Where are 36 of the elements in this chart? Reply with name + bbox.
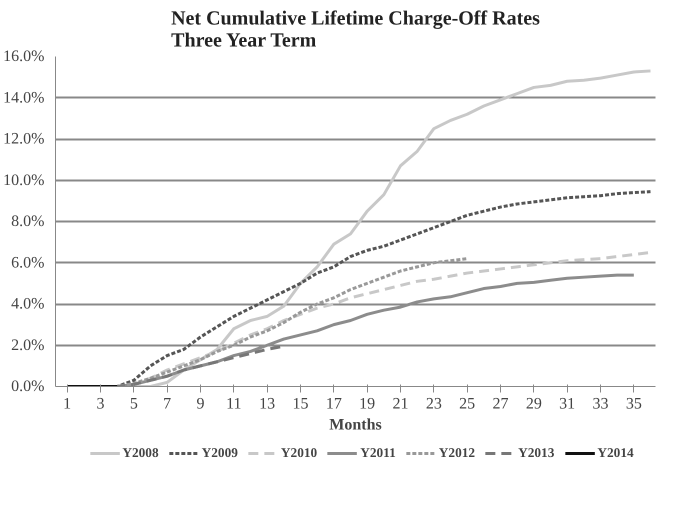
x-tick-label: 33 — [592, 396, 608, 412]
legend-label: Y2013 — [518, 445, 554, 461]
x-tick-label: 15 — [292, 396, 308, 412]
legend-label: Y2014 — [597, 445, 634, 461]
x-tick-label: 23 — [426, 396, 442, 412]
x-tick-label: 7 — [163, 396, 172, 412]
legend-label: Y2009 — [202, 445, 238, 461]
legend-label: Y2008 — [122, 445, 159, 461]
x-tick-label: 9 — [196, 396, 204, 412]
y-tick-label: 6.0% — [11, 254, 44, 272]
x-tick-label: 31 — [559, 396, 576, 412]
y-tick-label: 10.0% — [3, 172, 44, 189]
x-tick-label: 11 — [226, 396, 242, 412]
x-tick-label: 17 — [326, 396, 342, 412]
y-tick-label: 4.0% — [11, 296, 44, 312]
y-tick-label: 0.0% — [11, 378, 44, 395]
x-tick-label: 3 — [96, 396, 104, 412]
legend-label: Y2011 — [360, 445, 396, 461]
x-tick-label: 27 — [492, 396, 508, 412]
x-tick-label: 29 — [526, 396, 542, 412]
chart-title: Net Cumulative Lifetime Charge-Off Rates Three Year Term — [171, 8, 540, 52]
x-tick-label: 35 — [626, 396, 642, 412]
y-tick-label: 8.0% — [11, 213, 44, 230]
legend-label: Y2010 — [280, 445, 318, 461]
y-tick-label: 12.0% — [3, 130, 44, 148]
x-tick-label: 1 — [63, 396, 72, 412]
x-tick-label: 19 — [359, 396, 376, 412]
y-tick-label: 2.0% — [11, 336, 44, 354]
x-axis-title: Months — [329, 416, 382, 434]
x-tick-label: 13 — [259, 396, 276, 412]
y-tick-label: 16.0% — [3, 48, 44, 65]
legend-label: Y2012 — [438, 445, 476, 461]
x-tick-label: 21 — [392, 396, 408, 412]
x-tick-label: 25 — [459, 396, 476, 412]
y-tick-label: 14.0% — [3, 89, 44, 106]
x-tick-label: 5 — [130, 396, 138, 412]
